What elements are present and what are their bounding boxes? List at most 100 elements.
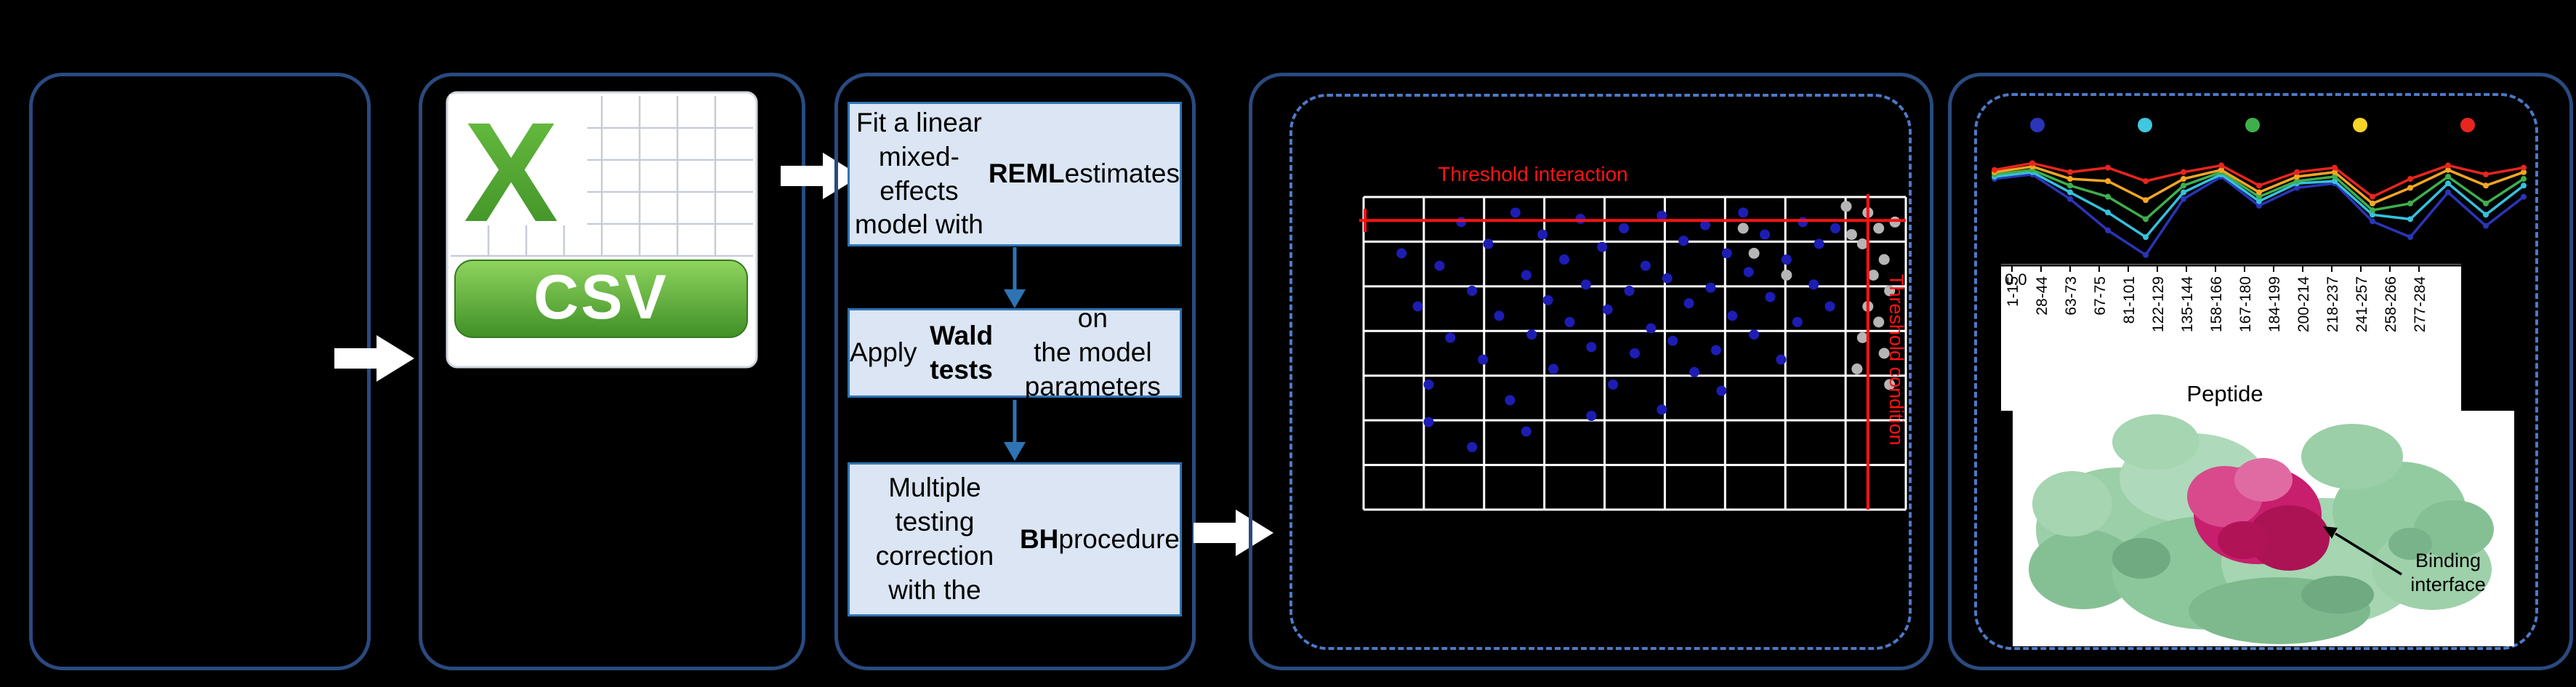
scatter-point [1586, 342, 1597, 353]
peptide-label: 184-199 [2266, 276, 2283, 332]
scatter-point [1699, 220, 1710, 230]
scatter-point [1602, 304, 1613, 315]
peptide-label: 1-15 [2005, 276, 2021, 307]
scatter-point-filtered [1748, 247, 1760, 259]
scatter-point [1667, 335, 1678, 346]
scatter-point [1467, 286, 1478, 296]
annotation-arrow-head [2323, 526, 2338, 539]
scatter-point-filtered [1856, 238, 1868, 249]
uptake-point [2370, 200, 2375, 206]
protein-surface [2112, 414, 2199, 470]
panel-structure-results [1948, 73, 2573, 670]
csv-x-backdrop [449, 95, 587, 225]
scatter-grid [1362, 196, 1907, 511]
scatter-point-filtered [1873, 316, 1885, 328]
scatter-point [1727, 310, 1738, 321]
peptide-label: 167-180 [2237, 276, 2254, 332]
legend-dot [2030, 118, 2045, 132]
scatter-point [1423, 417, 1434, 427]
uptake-point [2067, 189, 2073, 196]
scatter-point-filtered [1846, 229, 1857, 241]
scatter-point [1716, 385, 1727, 396]
scatter-point [1808, 279, 1819, 290]
scatter-point [1738, 207, 1749, 218]
scatter-point [1510, 207, 1521, 218]
uptake-point [2483, 222, 2489, 229]
threshold-condition-label: Threshold condition [1885, 274, 1907, 446]
scatter-point [1824, 301, 1835, 312]
uptake-point [2332, 164, 2338, 171]
scatter-point [1575, 214, 1586, 225]
uptake-point [2407, 216, 2413, 222]
scatter-point-filtered [1884, 379, 1896, 390]
peptide-label: 258-266 [2383, 276, 2399, 332]
uptake-point [2143, 252, 2149, 258]
scatter-point [1478, 354, 1489, 365]
flow-step-bh-correction: Multiple testing correction with the BH … [848, 462, 1182, 616]
flow-step-fit-model: Fit a linear mixed- effects model with R… [848, 102, 1182, 246]
arrow-down-head [1004, 442, 1026, 461]
uptake-point [2105, 164, 2111, 171]
scatter-point [1456, 217, 1467, 228]
uptake-point [2445, 162, 2451, 169]
uptake-point [2332, 169, 2338, 175]
excel-x-letter: X [464, 93, 558, 252]
scatter-point [1537, 229, 1548, 240]
binding-interface-surface [2248, 505, 2330, 571]
panel-statistics [834, 73, 1196, 670]
uptake-point [2143, 216, 2149, 222]
uptake-point [2521, 176, 2527, 182]
protein-surface [2301, 576, 2374, 614]
uptake-point [2407, 234, 2413, 241]
uptake-point [2143, 197, 2149, 204]
scatter-point [1580, 279, 1591, 290]
scatter-point-filtered [1878, 254, 1890, 265]
protein-surface [2112, 538, 2170, 579]
panel-input [29, 73, 371, 670]
scatter-point [1597, 241, 1608, 252]
uptake-point [2483, 212, 2489, 218]
csv-label: CSV [534, 262, 669, 332]
uptake-point [2256, 193, 2262, 200]
peptide-label: 241-257 [2354, 276, 2370, 332]
uptake-point [2143, 234, 2149, 241]
peptide-label: 63-73 [2063, 276, 2080, 316]
uptake-point [2483, 200, 2489, 206]
uptake-point [2256, 198, 2262, 204]
legend-dot [2245, 118, 2260, 132]
arrow-down-icon [1004, 400, 1026, 461]
uptake-point [2521, 182, 2527, 189]
uptake-point [2029, 160, 2035, 166]
uptake-point [2256, 182, 2262, 189]
uptake-point [2218, 166, 2224, 173]
protein-surface [2029, 529, 2138, 609]
csv-banner [454, 260, 748, 338]
arrow-right-shape [781, 153, 861, 199]
arrow-right-icon [781, 153, 861, 199]
uptake-point [2256, 189, 2262, 196]
scatter-point-filtered [1840, 201, 1852, 212]
peptide-label: 28-44 [2034, 276, 2050, 316]
scatter-point [1640, 260, 1651, 271]
protein-surface [2414, 500, 2494, 558]
scatter-point [1608, 379, 1619, 390]
uptake-point [2143, 178, 2149, 185]
peptide-label: 218-237 [2325, 276, 2341, 332]
uptake-point [2105, 178, 2111, 185]
uptake-point [2370, 212, 2375, 218]
scatter-point-filtered [1851, 363, 1863, 374]
scatter-point [1494, 310, 1505, 321]
uptake-point [1992, 166, 1997, 173]
scatter-point [1559, 254, 1570, 265]
x-axis-title: Peptide [2186, 381, 2263, 406]
binding-interface-surface [2218, 521, 2269, 559]
uptake-point [2294, 173, 2300, 180]
uptake-point [2181, 196, 2186, 202]
protein-surface [2301, 424, 2403, 489]
scatter-point [1814, 238, 1824, 249]
y-axis-tick-label: 0.0 [2005, 270, 2027, 289]
uptake-and-structure: 0.01-15 28-44 63-73 67-75 81-101 122-129 135-1… [1992, 118, 2527, 646]
uptake-point [2370, 193, 2375, 200]
uptake-point [2483, 171, 2489, 177]
csv-file-icon: X CSV [446, 91, 758, 369]
